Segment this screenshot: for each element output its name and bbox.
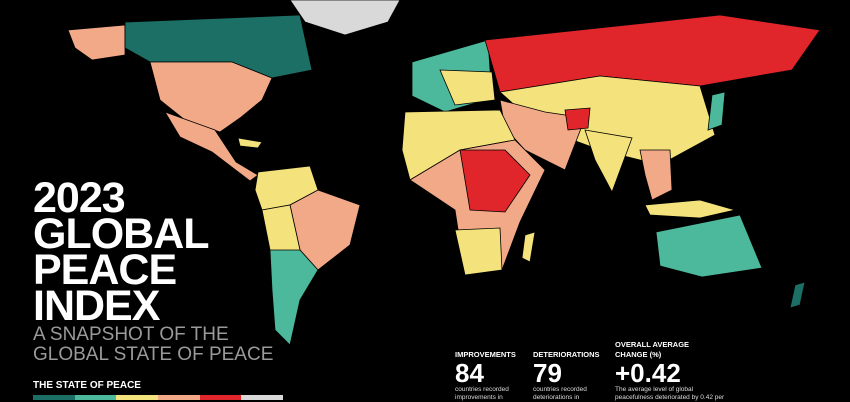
- stat-label-line: CHANGE (%): [615, 350, 662, 359]
- central-america: [164, 111, 259, 182]
- russia: [484, 14, 821, 93]
- legend-swatch: [33, 395, 75, 400]
- subtitle-line: GLOBAL STATE OF PEACE: [33, 344, 274, 365]
- alaska: [67, 24, 126, 61]
- stat-value: +0.42: [615, 358, 681, 388]
- stat-label-line: OVERALL AVERAGE: [615, 340, 690, 349]
- legend-swatch: [241, 395, 284, 400]
- south-africa: [454, 227, 503, 276]
- africa-conflict: [459, 149, 531, 213]
- stat-text: deteriorations in: [533, 394, 580, 401]
- greenland: [289, 0, 401, 36]
- legend-swatch: [199, 395, 242, 400]
- india: [584, 129, 633, 193]
- stat: OVERALL AVERAGE CHANGE (%) +0.42 The averag…: [615, 340, 725, 402]
- stat-label-line: IMPROVEMENTS: [455, 350, 516, 359]
- stat-label: IMPROVEMENTS: [455, 340, 535, 360]
- title-line: 2023: [33, 174, 126, 222]
- title-line: INDEX: [33, 282, 160, 330]
- madagascar: [521, 231, 536, 263]
- caribbean: [237, 137, 263, 149]
- stat-text: countries recorded: [455, 386, 509, 393]
- southeast-asia: [639, 149, 673, 201]
- stat-text: peacefulness deteriorated by 0.42 per: [615, 394, 725, 401]
- stat-text: The average level of global: [615, 386, 694, 393]
- indonesia: [644, 199, 736, 219]
- southern-cone: [269, 249, 319, 346]
- legend-swatch: [74, 395, 117, 400]
- stat-value: 84: [455, 358, 484, 388]
- legend-bar: [33, 395, 284, 400]
- title-line: PEACE: [33, 246, 177, 294]
- australia: [655, 214, 763, 278]
- afghanistan: [564, 107, 591, 131]
- stat-value: 79: [533, 358, 562, 388]
- subtitle-line: A SNAPSHOT OF THE: [33, 324, 229, 345]
- japan: [707, 91, 726, 131]
- stat: IMPROVEMENTS 84 countries recorded improvem…: [455, 340, 535, 402]
- stat-text: improvements in: [455, 394, 503, 401]
- new-zealand: [789, 281, 806, 309]
- stat: DETERIORATIONS 79 countries recorded deteri…: [533, 340, 613, 402]
- eastern-europe: [439, 69, 496, 106]
- usa: [149, 61, 273, 133]
- legend-swatch: [116, 395, 159, 400]
- stat-label: DETERIORATIONS: [533, 340, 613, 360]
- stat-label: OVERALL AVERAGE CHANGE (%): [615, 340, 695, 360]
- stat-text: countries recorded: [533, 386, 587, 393]
- title-line: GLOBAL: [33, 210, 210, 258]
- stat-label-line: DETERIORATIONS: [533, 350, 600, 359]
- legend-title: THE STATE OF PEACE: [33, 380, 141, 391]
- legend-swatch: [158, 395, 200, 400]
